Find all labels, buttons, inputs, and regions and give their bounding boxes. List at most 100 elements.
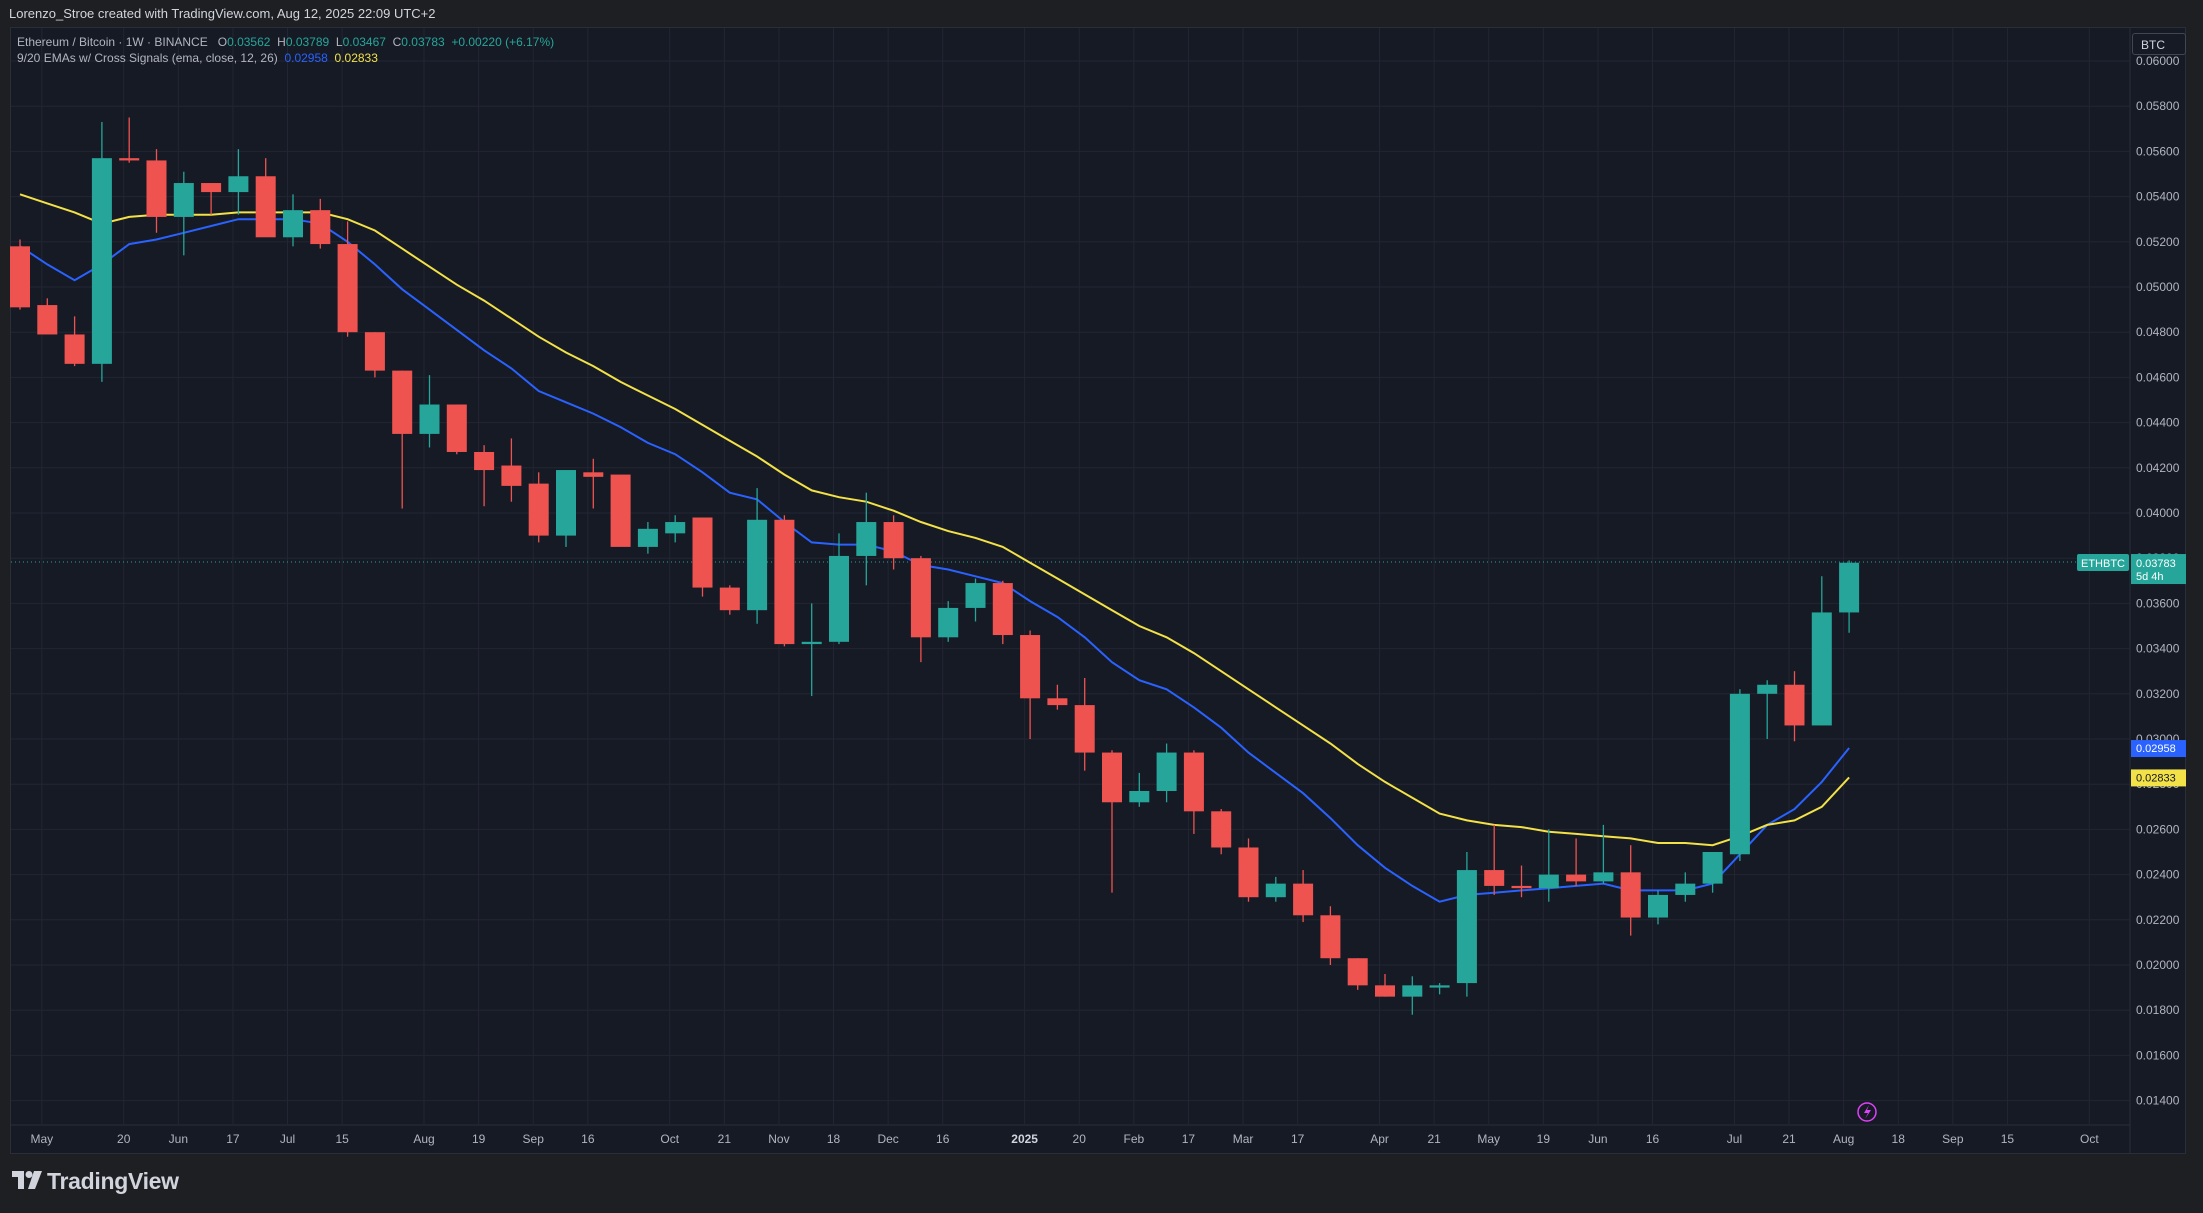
time-axis-label: Aug	[413, 1132, 434, 1146]
candle-body[interactable]	[1375, 985, 1395, 997]
candle-body[interactable]	[965, 583, 986, 608]
candle-body[interactable]	[146, 160, 167, 217]
candle-body[interactable]	[856, 522, 877, 556]
candle-body[interactable]	[1511, 885, 1532, 889]
candle-body[interactable]	[1211, 811, 1232, 848]
candle-body[interactable]	[692, 517, 713, 588]
symbol-title[interactable]: Ethereum / Bitcoin · 1W · BINANCE	[17, 35, 208, 49]
candle-body[interactable]	[10, 246, 30, 308]
candle-body[interactable]	[201, 183, 222, 193]
ema-fast-line[interactable]	[19, 218, 1850, 903]
candle-body[interactable]	[1129, 790, 1150, 803]
chart-pane[interactable]	[10, 27, 2186, 1154]
candle-body[interactable]	[774, 519, 795, 645]
time-axis-label: Aug	[1833, 1132, 1854, 1146]
candle-body[interactable]	[228, 176, 249, 193]
candle-body[interactable]	[1566, 874, 1587, 882]
ema-slow-line[interactable]	[19, 193, 1850, 847]
candle-body[interactable]	[91, 158, 112, 364]
time-axis-label: Jul	[1727, 1132, 1742, 1146]
candle-body[interactable]	[556, 470, 576, 536]
candle-body[interactable]	[474, 451, 495, 471]
candle-body[interactable]	[829, 555, 849, 642]
time-axis-label: 15	[2001, 1132, 2015, 1146]
candle-body[interactable]	[1839, 562, 1860, 613]
candle-body[interactable]	[37, 305, 58, 335]
time-axis-label: 19	[472, 1132, 486, 1146]
candle-body[interactable]	[1020, 635, 1041, 699]
candle-body[interactable]	[1347, 958, 1368, 986]
candle-body[interactable]	[1675, 883, 1696, 895]
candle-body[interactable]	[1183, 752, 1204, 812]
candle-body[interactable]	[610, 474, 631, 547]
candle-body[interactable]	[1456, 870, 1477, 984]
candle-body[interactable]	[337, 244, 358, 333]
time-axis-label: 17	[1182, 1132, 1196, 1146]
candle-body[interactable]	[637, 528, 658, 547]
candle-body[interactable]	[283, 210, 303, 238]
time-axis-label: 16	[581, 1132, 595, 1146]
candle-body[interactable]	[1538, 874, 1559, 889]
candle-body[interactable]	[310, 210, 331, 245]
candle-body[interactable]	[583, 472, 604, 477]
caption-bar: Lorenzo_Stroe created with TradingView.c…	[0, 0, 2203, 26]
ema-slow-tag-bg	[2131, 769, 2186, 787]
candle-body[interactable]	[1074, 705, 1095, 753]
ema-fast-legend-value: 0.02958	[284, 51, 328, 65]
candle-body[interactable]	[173, 183, 194, 217]
candle-body[interactable]	[719, 587, 740, 611]
price-axis-label: 0.06000	[2136, 54, 2180, 68]
candle-body[interactable]	[1156, 752, 1177, 791]
candle-body[interactable]	[364, 332, 385, 371]
candle-body[interactable]	[665, 522, 686, 534]
last-price-tag-bg	[2131, 554, 2186, 585]
candle-body[interactable]	[392, 370, 413, 434]
candle-body[interactable]	[1729, 693, 1750, 855]
candle-body[interactable]	[255, 176, 276, 238]
candle-body[interactable]	[528, 483, 549, 536]
candle-body[interactable]	[747, 519, 768, 611]
candle-body[interactable]	[1238, 847, 1259, 898]
lightning-icon-glyph	[1864, 1105, 1871, 1119]
open-label: O	[217, 35, 228, 49]
symbol-legend-row[interactable]: Ethereum / Bitcoin · 1W · BINANCE O0.035…	[17, 34, 554, 50]
candle-body[interactable]	[1102, 752, 1122, 803]
candle-body[interactable]	[1047, 698, 1068, 706]
candle-body[interactable]	[501, 465, 522, 486]
candle-body[interactable]	[1593, 872, 1614, 882]
candle-body[interactable]	[1702, 852, 1723, 884]
tradingview-brand: TradingView	[47, 1168, 179, 1194]
price-axis-label: 0.03200	[2136, 687, 2180, 701]
candle-body[interactable]	[1620, 872, 1641, 918]
candle-body[interactable]	[1320, 915, 1341, 959]
candle-body[interactable]	[1484, 870, 1505, 886]
candle-body[interactable]	[801, 641, 822, 645]
candle-body[interactable]	[1784, 684, 1805, 726]
time-axis-label: 2025	[1011, 1132, 1038, 1146]
candle-body[interactable]	[1811, 612, 1832, 726]
candle-body[interactable]	[883, 522, 904, 559]
open-value: 0.03562	[227, 35, 271, 49]
currency-button[interactable]: BTC	[2132, 33, 2186, 55]
candle-body[interactable]	[1265, 883, 1286, 898]
candle-body[interactable]	[1757, 684, 1778, 694]
candle-body[interactable]	[119, 158, 140, 161]
price-axis-label: 0.05200	[2136, 235, 2180, 249]
indicator-title[interactable]: 9/20 EMAs w/ Cross Signals (ema, close, …	[17, 51, 278, 65]
candle-body[interactable]	[1293, 883, 1314, 916]
time-axis-label: 16	[1646, 1132, 1660, 1146]
candle-body[interactable]	[938, 607, 959, 638]
price-axis-label: 0.04600	[2136, 370, 2180, 384]
candle-body[interactable]	[1429, 985, 1450, 988]
price-axis-label: 0.01800	[2136, 1003, 2180, 1017]
candle-body[interactable]	[446, 404, 467, 452]
candle-body[interactable]	[1402, 985, 1423, 997]
candle-body[interactable]	[910, 558, 931, 638]
candle-body[interactable]	[64, 334, 85, 364]
candle-body[interactable]	[1648, 894, 1668, 918]
candle-body[interactable]	[992, 583, 1013, 636]
lightning-icon[interactable]	[1857, 1102, 1877, 1122]
candle-body[interactable]	[419, 404, 440, 434]
indicator-legend-row[interactable]: 9/20 EMAs w/ Cross Signals (ema, close, …	[17, 50, 554, 66]
